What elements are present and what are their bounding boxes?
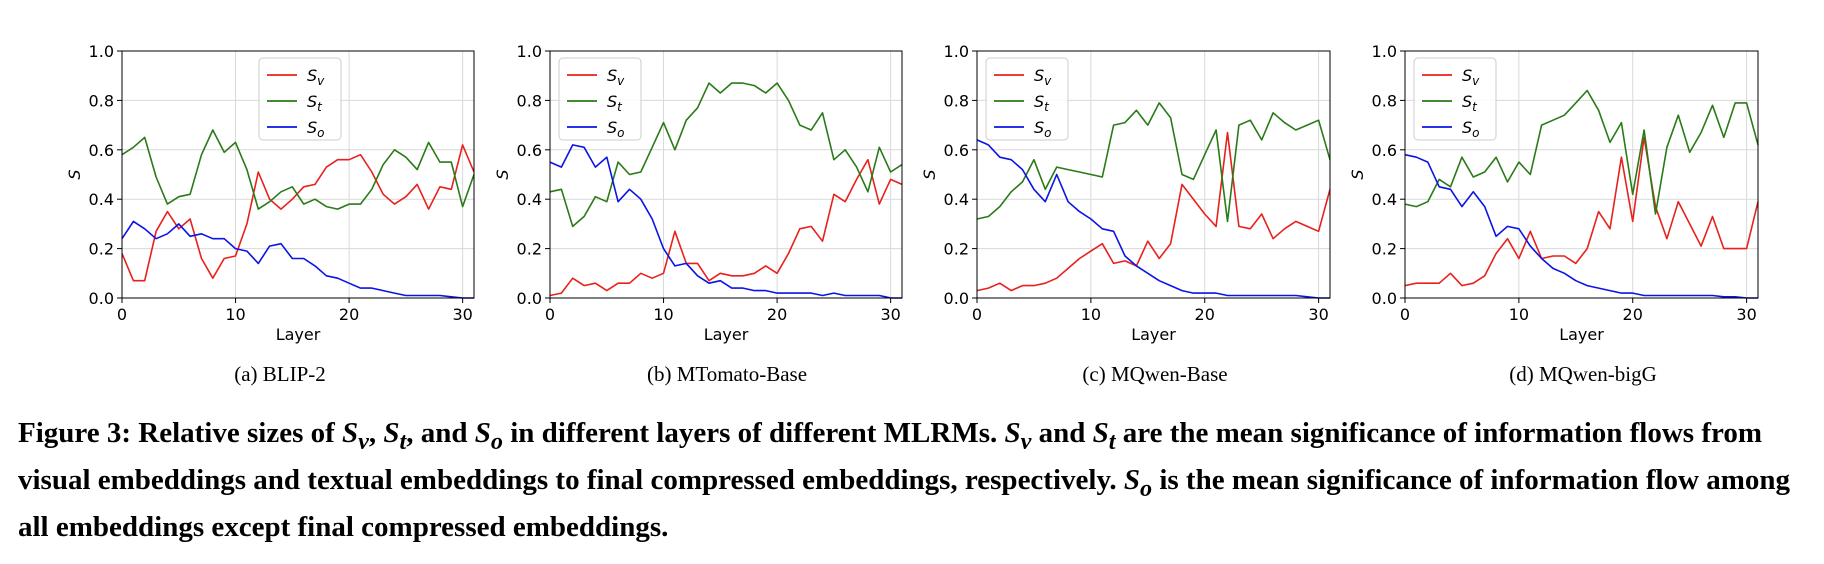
x-axis-label: Layer	[1131, 325, 1176, 344]
x-tick-label: 0	[972, 305, 982, 324]
series-line-s-v	[1404, 136, 1759, 287]
y-tick-label: 1.0	[89, 42, 114, 61]
x-axis-label: Layer	[704, 325, 749, 344]
x-tick-label: 10	[225, 305, 245, 324]
series-line-s-v	[121, 144, 475, 282]
series-line-s-o	[976, 139, 1330, 299]
legend-box	[258, 57, 342, 141]
y-tick-label: 0.0	[1372, 289, 1397, 308]
y-tick-label: 0.4	[89, 190, 114, 209]
y-tick-label: 0.2	[517, 240, 542, 259]
series-line-s-o	[549, 144, 902, 299]
x-tick-label: 30	[880, 305, 900, 324]
plot-frame	[1404, 50, 1759, 299]
y-tick-label: 0.0	[517, 289, 542, 308]
legend-box	[558, 57, 642, 141]
y-axis-label: S	[65, 169, 84, 179]
series-line-s-v	[976, 131, 1331, 292]
x-tick-label: 0	[545, 305, 555, 324]
legend-box	[1413, 57, 1497, 141]
plot-frame	[121, 50, 475, 299]
subcaption-d: (d) MQwen-bigG	[1509, 362, 1657, 386]
x-tick-label: 10	[1509, 305, 1529, 324]
x-tick-label: 20	[767, 305, 787, 324]
plot-frame	[976, 50, 1331, 299]
subcaption-b: (b) MTomato-Base	[646, 362, 808, 386]
y-tick-label: 1.0	[517, 42, 542, 61]
series-line-s-o	[121, 220, 474, 299]
caption-label: Figure 3:	[18, 417, 132, 449]
y-tick-label: 0.6	[1372, 141, 1397, 160]
x-tick-label: 0	[1400, 305, 1410, 324]
series-line-s-t	[121, 129, 475, 210]
subcaption-c: (c) MQwen-Base	[1082, 362, 1228, 386]
x-tick-label: 20	[1623, 305, 1643, 324]
x-tick-label: 30	[1736, 305, 1756, 324]
y-axis-label: S	[920, 169, 939, 179]
x-tick-label: 10	[1081, 305, 1101, 324]
x-tick-label: 10	[653, 305, 673, 324]
y-tick-label: 1.0	[1372, 42, 1397, 61]
x-tick-label: 30	[452, 305, 472, 324]
series-line-s-t	[976, 102, 1331, 223]
x-tick-label: 20	[339, 305, 359, 324]
y-tick-label: 0.2	[89, 240, 114, 259]
y-tick-label: 0.8	[89, 91, 114, 110]
series-line-s-t	[1404, 89, 1759, 215]
subcaption-a: (a) BLIP-2	[234, 362, 326, 386]
y-tick-label: 0.8	[1372, 91, 1397, 110]
y-tick-label: 0.0	[944, 289, 969, 308]
y-tick-label: 0.2	[944, 240, 969, 259]
y-tick-label: 0.4	[1372, 190, 1397, 209]
y-axis-label: S	[493, 169, 512, 179]
x-tick-label: 20	[1195, 305, 1215, 324]
x-tick-label: 0	[117, 305, 127, 324]
y-axis-label: S	[1348, 169, 1367, 179]
y-tick-label: 0.4	[944, 190, 969, 209]
series-line-s-o	[1404, 153, 1758, 299]
legend-box	[985, 57, 1069, 141]
series-line-s-t	[549, 82, 903, 228]
y-tick-label: 0.6	[89, 141, 114, 160]
figure-caption: Figure 3: Relative sizes of Sv, St, and …	[18, 417, 1791, 543]
y-tick-label: 0.4	[517, 190, 542, 209]
y-tick-label: 0.8	[944, 91, 969, 110]
x-axis-label: Layer	[1559, 325, 1604, 344]
y-tick-label: 1.0	[944, 42, 969, 61]
x-axis-label: Layer	[276, 325, 321, 344]
y-tick-label: 0.6	[517, 141, 542, 160]
series-line-s-v	[549, 158, 903, 297]
y-tick-label: 0.2	[1372, 240, 1397, 259]
x-tick-label: 30	[1308, 305, 1328, 324]
y-tick-label: 0.6	[944, 141, 969, 160]
plot-frame	[549, 50, 903, 299]
y-tick-label: 0.8	[517, 91, 542, 110]
y-tick-label: 0.0	[89, 289, 114, 308]
